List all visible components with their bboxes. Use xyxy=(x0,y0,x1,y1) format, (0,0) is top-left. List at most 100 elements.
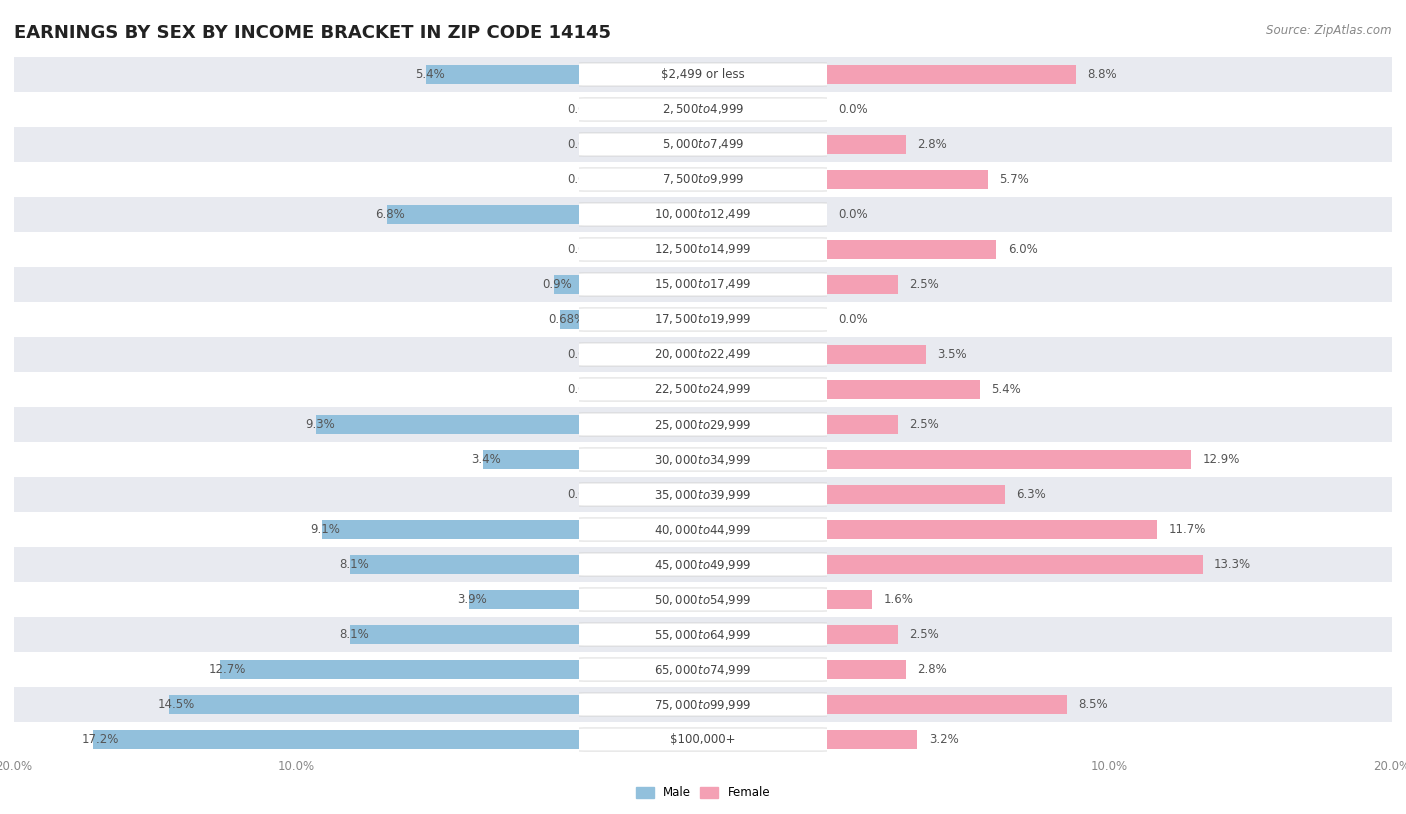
FancyBboxPatch shape xyxy=(572,623,834,646)
Bar xyxy=(579,232,827,267)
Bar xyxy=(827,127,1392,162)
Legend: Male, Female: Male, Female xyxy=(631,781,775,804)
Bar xyxy=(827,512,1392,547)
Bar xyxy=(14,302,579,337)
Text: 0.0%: 0.0% xyxy=(838,103,868,116)
Text: $45,000 to $49,999: $45,000 to $49,999 xyxy=(654,558,752,571)
Bar xyxy=(14,547,579,582)
Bar xyxy=(221,660,579,679)
Text: EARNINGS BY SEX BY INCOME BRACKET IN ZIP CODE 14145: EARNINGS BY SEX BY INCOME BRACKET IN ZIP… xyxy=(14,24,612,42)
Text: 5.4%: 5.4% xyxy=(991,383,1021,396)
Text: 0.0%: 0.0% xyxy=(568,138,598,151)
Bar xyxy=(827,547,1392,582)
Bar xyxy=(827,380,980,399)
Bar xyxy=(827,652,1392,687)
Bar xyxy=(827,617,1392,652)
Text: $25,000 to $29,999: $25,000 to $29,999 xyxy=(654,418,752,431)
Bar xyxy=(14,92,579,127)
Text: $35,000 to $39,999: $35,000 to $39,999 xyxy=(654,488,752,501)
Bar xyxy=(350,555,579,574)
Text: 13.3%: 13.3% xyxy=(1213,558,1251,571)
Text: 0.9%: 0.9% xyxy=(543,278,572,291)
FancyBboxPatch shape xyxy=(572,343,834,366)
Text: 11.7%: 11.7% xyxy=(1168,523,1206,536)
Bar xyxy=(14,477,579,512)
Text: 12.7%: 12.7% xyxy=(209,663,246,676)
Text: 0.0%: 0.0% xyxy=(568,488,598,501)
Bar xyxy=(579,57,827,92)
Bar xyxy=(14,722,579,757)
FancyBboxPatch shape xyxy=(572,483,834,506)
Text: $40,000 to $44,999: $40,000 to $44,999 xyxy=(654,523,752,536)
FancyBboxPatch shape xyxy=(572,308,834,331)
Text: 2.5%: 2.5% xyxy=(908,278,939,291)
Bar xyxy=(827,687,1392,722)
FancyBboxPatch shape xyxy=(572,98,834,121)
Bar xyxy=(579,92,827,127)
FancyBboxPatch shape xyxy=(572,728,834,751)
Text: $7,500 to $9,999: $7,500 to $9,999 xyxy=(662,173,744,186)
Bar xyxy=(316,415,579,434)
Bar xyxy=(827,345,927,364)
Text: 8.1%: 8.1% xyxy=(339,628,368,641)
Bar xyxy=(14,127,579,162)
Bar xyxy=(93,730,579,749)
Bar xyxy=(14,407,579,442)
Text: 3.9%: 3.9% xyxy=(457,593,488,606)
Text: $15,000 to $17,499: $15,000 to $17,499 xyxy=(654,278,752,291)
Bar xyxy=(827,92,1392,127)
Text: 3.5%: 3.5% xyxy=(938,348,967,361)
Bar xyxy=(579,197,827,232)
Bar xyxy=(579,162,827,197)
Text: $22,500 to $24,999: $22,500 to $24,999 xyxy=(654,383,752,396)
Bar xyxy=(387,205,579,224)
Text: 0.0%: 0.0% xyxy=(568,348,598,361)
Bar xyxy=(579,127,827,162)
Bar xyxy=(14,617,579,652)
Bar xyxy=(14,687,579,722)
Bar xyxy=(554,275,579,294)
Bar xyxy=(579,547,827,582)
Text: $20,000 to $22,499: $20,000 to $22,499 xyxy=(654,348,752,361)
Bar xyxy=(322,520,579,539)
Bar xyxy=(827,407,1392,442)
Text: 3.4%: 3.4% xyxy=(471,453,502,466)
Text: 12.9%: 12.9% xyxy=(1202,453,1240,466)
FancyBboxPatch shape xyxy=(572,378,834,401)
Bar xyxy=(827,625,897,644)
Bar xyxy=(579,302,827,337)
Bar xyxy=(827,582,1392,617)
Bar xyxy=(579,337,827,372)
Text: Source: ZipAtlas.com: Source: ZipAtlas.com xyxy=(1267,24,1392,37)
Bar xyxy=(14,442,579,477)
Text: 8.5%: 8.5% xyxy=(1078,698,1108,711)
FancyBboxPatch shape xyxy=(572,168,834,191)
Bar xyxy=(827,555,1202,574)
Bar xyxy=(827,485,1005,504)
Bar xyxy=(827,590,872,609)
Bar xyxy=(14,582,579,617)
Bar xyxy=(14,57,579,92)
Text: 0.0%: 0.0% xyxy=(568,243,598,256)
Text: 3.2%: 3.2% xyxy=(929,733,959,746)
Bar xyxy=(827,302,1392,337)
FancyBboxPatch shape xyxy=(572,133,834,156)
FancyBboxPatch shape xyxy=(572,448,834,471)
Text: $55,000 to $64,999: $55,000 to $64,999 xyxy=(654,628,752,641)
Bar xyxy=(827,275,897,294)
Bar xyxy=(827,65,1076,84)
Bar xyxy=(468,590,579,609)
Bar xyxy=(827,730,917,749)
Text: 14.5%: 14.5% xyxy=(157,698,195,711)
Bar xyxy=(827,722,1392,757)
Bar xyxy=(14,267,579,302)
FancyBboxPatch shape xyxy=(572,63,834,86)
Bar xyxy=(579,617,827,652)
Text: 0.0%: 0.0% xyxy=(568,173,598,186)
Bar xyxy=(827,170,988,189)
Text: 6.3%: 6.3% xyxy=(1017,488,1046,501)
Text: $65,000 to $74,999: $65,000 to $74,999 xyxy=(654,663,752,676)
Text: 2.8%: 2.8% xyxy=(917,138,948,151)
Bar xyxy=(579,722,827,757)
Text: 0.0%: 0.0% xyxy=(568,103,598,116)
